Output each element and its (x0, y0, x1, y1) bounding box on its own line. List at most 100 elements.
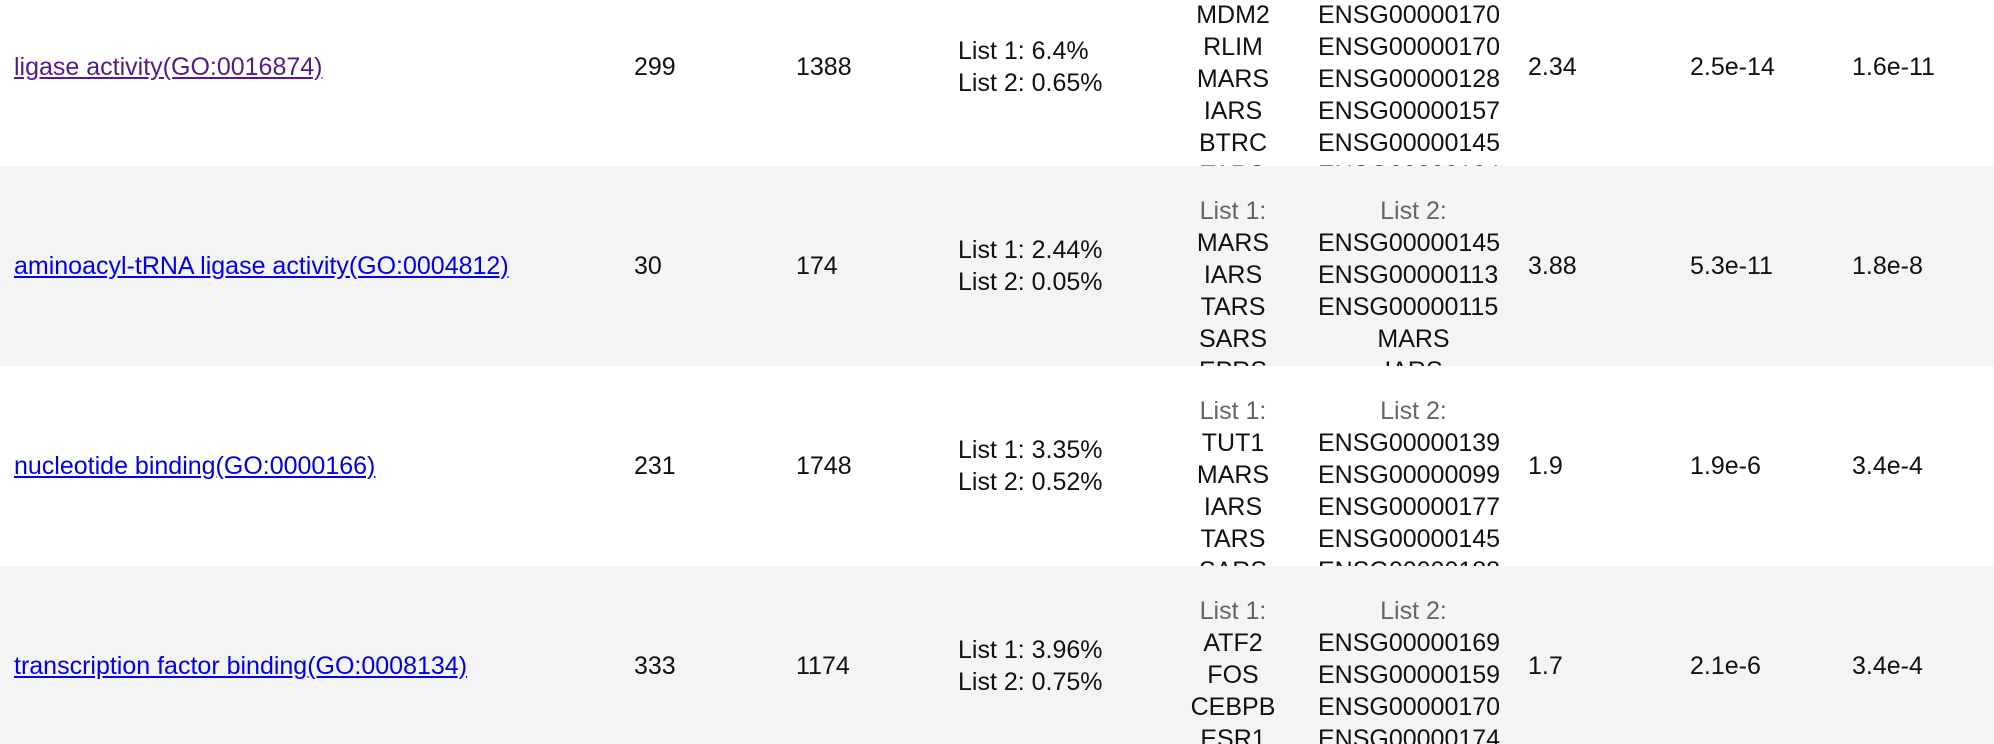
list1-percent: List 1: 3.35% (958, 436, 1103, 464)
list2-header: List 2: (1380, 197, 1447, 225)
gene-symbol: TARS (1200, 525, 1266, 553)
list2-percent: List 2: 0.52% (958, 468, 1103, 496)
gene-id: ENSG00000157 (1318, 97, 1501, 125)
gene-id: ENSG00000145 (1318, 525, 1501, 553)
list2-header: List 2: (1380, 597, 1447, 625)
list1-count: 30 (634, 251, 662, 280)
gene-id: ENSG00000139 (1318, 429, 1501, 457)
gene-id: ENSG00000170 (1318, 693, 1501, 721)
gene-symbol: MARS (1196, 65, 1270, 93)
gene-symbol: SARS (1198, 325, 1268, 353)
list1-gene-scroll: List 1:TUT1MARSIARSTARSSARSEPRS (1153, 395, 1313, 566)
gene-id: ENSG00000145 (1318, 129, 1501, 157)
fdr-value: 3.4e-4 (1852, 651, 1923, 680)
go-term-link[interactable]: aminoacyl-tRNA ligase activity(GO:000481… (14, 251, 509, 280)
table-row: ligase activity(GO:0016874) 299 1388 List 1… (0, 0, 1994, 167)
list1-gene-scroll: List 1:MARSIARSTARSSARSEPRSNARS (1153, 195, 1313, 366)
gene-symbol: IARS (1203, 493, 1263, 521)
gene-id: ENSG00000177 (1318, 493, 1501, 521)
gene-id: MARS (1377, 325, 1450, 353)
list2-header: List 2: (1380, 397, 1447, 425)
gene-id: ENSG00000174 (1318, 725, 1501, 744)
gene-id: ENSG00000145 (1318, 229, 1501, 257)
fdr-value: 1.6e-11 (1852, 52, 1935, 81)
gene-id: ENSG00000159 (1318, 661, 1501, 689)
gene-symbol: SARS (1153, 555, 1313, 566)
list1-gene-scroll: List 1:ATF2FOSCEBPBESR1TP53 (1153, 595, 1313, 744)
percent-cell: List 1: 3.35% List 2: 0.52% (958, 366, 1103, 566)
table-row: nucleotide binding(GO:0000166) 231 1748 Lis… (0, 366, 1994, 566)
list2-genes: List 2: ENSG00000145 ENSG00000113 ENSG00000… (1318, 166, 1509, 366)
list2-gene-scroll: ENSG00000170 ENSG00000170 ENSG00000128 ENSG… (1318, 0, 1509, 167)
list1-percent: List 1: 2.44% (958, 236, 1103, 264)
list1-percent: List 1: 3.96% (958, 636, 1103, 664)
gene-symbol: FOS (1207, 661, 1259, 689)
go-term-cell: transcription factor binding(GO:0008134) (14, 566, 467, 744)
gene-symbol: RLIM (1203, 33, 1263, 61)
p-value: 5.3e-11 (1690, 251, 1773, 280)
fold-enrichment: 1.7 (1528, 651, 1563, 680)
fdr-value: 3.4e-4 (1852, 451, 1923, 480)
list2-genes: List 2: ENSG00000139 ENSG00000099 ENSG00000… (1318, 366, 1509, 566)
percent-cell: List 1: 2.44% List 2: 0.05% (958, 166, 1103, 366)
gene-symbol: BTRC (1198, 129, 1268, 157)
gene-id: ENSG00000113 (1318, 261, 1499, 289)
gene-id: ENSG00000115 (1318, 293, 1499, 321)
list1-genes: List 1:ATF2FOSCEBPBESR1TP53 (1153, 566, 1313, 744)
go-term-link[interactable]: nucleotide binding(GO:0000166) (14, 451, 376, 480)
list2-gene-scroll: List 2: ENSG00000139 ENSG00000099 ENSG00000… (1318, 395, 1509, 566)
list2-genes: ENSG00000170 ENSG00000170 ENSG00000128 ENSG… (1318, 0, 1509, 167)
table-row: transcription factor binding(GO:0008134)… (0, 566, 1994, 744)
table-row: aminoacyl-tRNA ligase activity(GO:000481… (0, 166, 1994, 366)
fold-enrichment: 1.9 (1528, 451, 1563, 480)
gene-symbol: MARS (1196, 229, 1270, 257)
gene-id: ENSG00000170 (1318, 1, 1501, 29)
gene-symbol: TARS (1200, 293, 1266, 321)
fold-enrichment: 3.88 (1528, 251, 1577, 280)
gene-symbol: EPRS (1153, 355, 1313, 366)
gene-id: ENSG00000169 (1318, 629, 1501, 657)
list2-percent: List 2: 0.65% (958, 69, 1103, 97)
list1-header: List 1: (1199, 397, 1267, 425)
list1-count: 299 (634, 52, 676, 81)
go-term-link[interactable]: transcription factor binding(GO:0008134) (14, 651, 468, 680)
list1-genes: MDM2 RLIM MARS IARS BTRC TARS (1153, 0, 1313, 167)
p-value: 2.1e-6 (1690, 651, 1761, 680)
fold-enrichment: 2.34 (1528, 52, 1577, 81)
list1-count: 333 (634, 651, 676, 680)
list1-header: List 1: (1199, 597, 1267, 625)
gene-id: ENSG00000170 (1318, 33, 1501, 61)
list2-count: 1174 (796, 651, 850, 680)
list2-gene-scroll: List 2: ENSG00000169 ENSG00000159 ENSG00000… (1318, 595, 1509, 744)
go-term-link[interactable]: ligase activity(GO:0016874) (14, 52, 323, 81)
gene-symbol: MARS (1196, 461, 1270, 489)
gene-symbol: ATF2 (1203, 629, 1263, 657)
list2-percent: List 2: 0.05% (958, 268, 1103, 296)
list2-gene-scroll: List 2: ENSG00000145 ENSG00000113 ENSG00000… (1318, 195, 1509, 366)
gene-symbol: IARS (1203, 97, 1263, 125)
go-term-cell: ligase activity(GO:0016874) (14, 0, 322, 167)
list1-genes: List 1:TUT1MARSIARSTARSSARSEPRS (1153, 366, 1313, 566)
list2-count: 174 (796, 251, 838, 280)
gene-id: ENSG00000099 (1318, 461, 1501, 489)
gene-symbol: MDM2 (1196, 1, 1270, 29)
gene-id: IARS (1318, 355, 1509, 366)
p-value: 1.9e-6 (1690, 451, 1761, 480)
gene-id: ENSG00000128 (1318, 65, 1501, 93)
p-value: 2.5e-14 (1690, 52, 1775, 81)
list2-count: 1388 (796, 52, 852, 81)
percent-cell: List 1: 3.96% List 2: 0.75% (958, 566, 1103, 744)
list1-percent: List 1: 6.4% (958, 37, 1089, 65)
list2-percent: List 2: 0.75% (958, 668, 1103, 696)
list2-genes: List 2: ENSG00000169 ENSG00000159 ENSG00000… (1318, 566, 1509, 744)
gene-id: ENSG00000134 (1318, 159, 1509, 167)
list1-header: List 1: (1199, 197, 1267, 225)
gene-symbol: CEBPB (1190, 693, 1276, 721)
percent-cell: List 1: 6.4% List 2: 0.65% (958, 0, 1103, 167)
gene-symbol: ESR1 (1200, 725, 1266, 744)
gene-id: ENSG00000188 (1318, 555, 1509, 566)
gene-symbol: TARS (1153, 159, 1313, 167)
go-term-cell: aminoacyl-tRNA ligase activity(GO:000481… (14, 166, 509, 366)
fdr-value: 1.8e-8 (1852, 251, 1923, 280)
